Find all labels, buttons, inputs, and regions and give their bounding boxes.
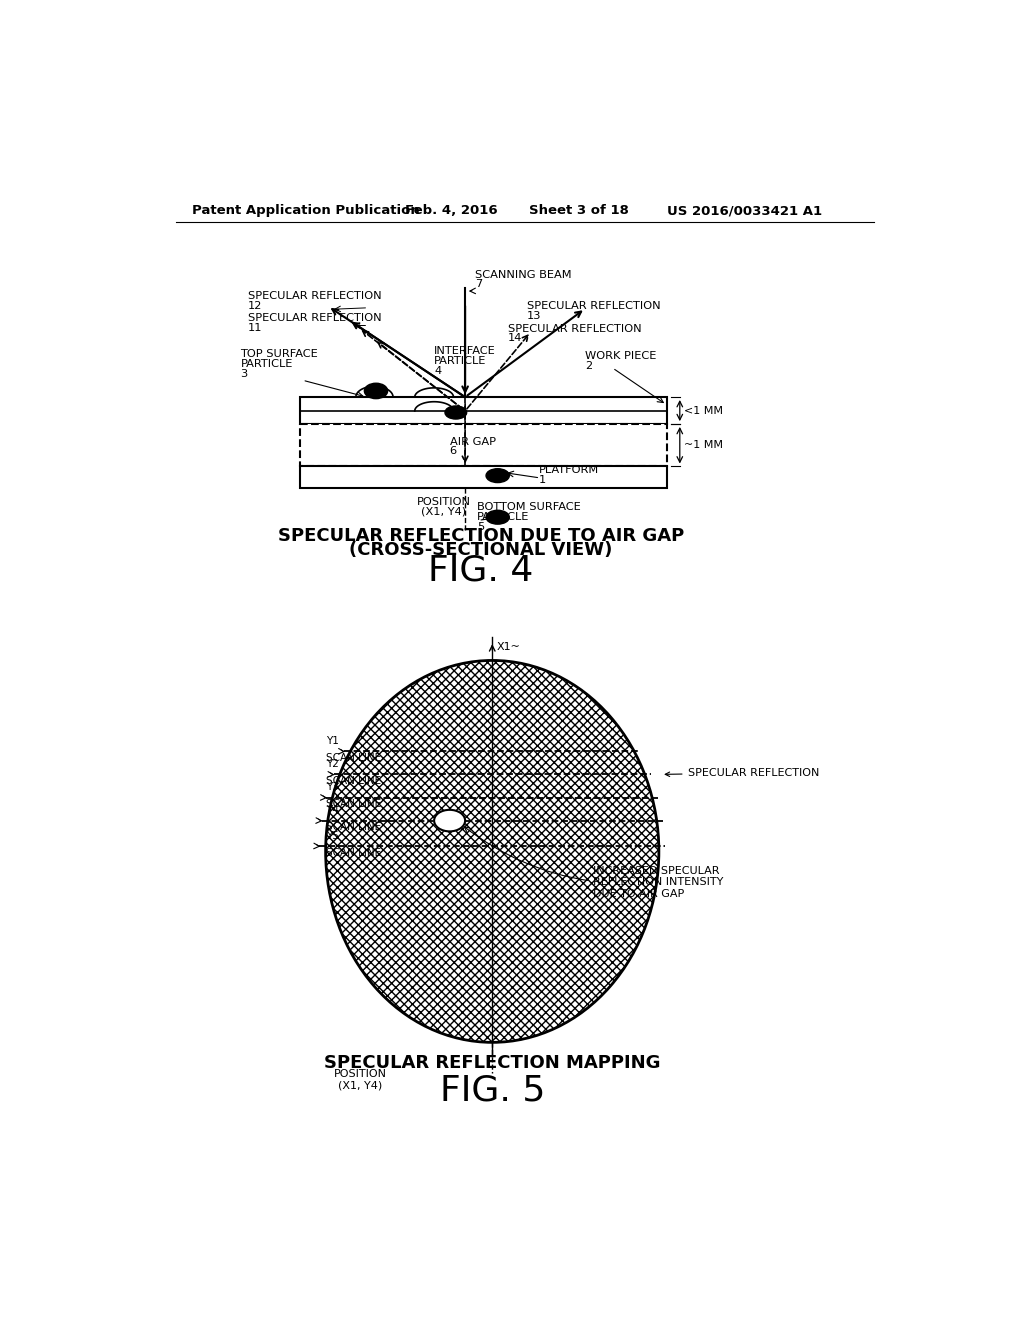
Text: POSITION
(X1, Y4): POSITION (X1, Y4)	[334, 1069, 387, 1090]
Text: FIG. 5: FIG. 5	[439, 1073, 545, 1107]
Text: 7: 7	[475, 280, 482, 289]
Text: 12: 12	[248, 301, 262, 312]
Text: 6: 6	[450, 446, 457, 455]
Text: 3: 3	[241, 370, 248, 379]
Text: 1: 1	[539, 475, 546, 484]
Text: X1~: X1~	[497, 642, 521, 652]
Text: 4: 4	[434, 366, 441, 376]
Text: SCANNING BEAM: SCANNING BEAM	[475, 271, 571, 280]
Text: Feb. 4, 2016: Feb. 4, 2016	[404, 205, 498, 218]
Text: SPECULAR REFLECTION: SPECULAR REFLECTION	[666, 768, 819, 777]
Text: 5: 5	[477, 523, 484, 532]
Text: PARTICLE: PARTICLE	[241, 359, 293, 370]
Text: SPECULAR REFLECTION DUE TO AIR GAP: SPECULAR REFLECTION DUE TO AIR GAP	[278, 527, 684, 545]
Text: SPECULAR REFLECTION MAPPING: SPECULAR REFLECTION MAPPING	[324, 1055, 660, 1072]
Text: Y1: Y1	[326, 737, 339, 746]
Text: WORK PIECE: WORK PIECE	[586, 351, 656, 360]
Text: SPECULAR REFLECTION: SPECULAR REFLECTION	[248, 313, 382, 323]
Text: AIR GAP: AIR GAP	[450, 437, 496, 446]
Text: PARTICLE: PARTICLE	[434, 356, 486, 366]
Ellipse shape	[434, 810, 465, 832]
Text: 11: 11	[248, 323, 262, 333]
Text: INTERFACE: INTERFACE	[434, 346, 496, 356]
Text: POSITION: POSITION	[417, 496, 470, 507]
Ellipse shape	[365, 383, 388, 399]
Ellipse shape	[486, 511, 509, 524]
Bar	[300, 424, 667, 466]
Text: Y5: Y5	[326, 830, 339, 841]
Text: TOP SURFACE: TOP SURFACE	[241, 348, 318, 359]
Text: (X1, Y4): (X1, Y4)	[421, 507, 466, 517]
Text: BOTTOM SURFACE: BOTTOM SURFACE	[477, 503, 581, 512]
Text: <1 MM: <1 MM	[684, 405, 723, 416]
Text: Y2: Y2	[326, 759, 339, 770]
Text: SPECULAR REFLECTION: SPECULAR REFLECTION	[527, 301, 660, 312]
Bar	[300, 397, 667, 424]
Text: PLATFORM: PLATFORM	[539, 465, 599, 475]
Text: (CROSS-SECTIONAL VIEW): (CROSS-SECTIONAL VIEW)	[349, 541, 612, 558]
Bar	[300, 466, 667, 488]
Text: SCAN LINE: SCAN LINE	[326, 752, 381, 763]
Text: PARTICLE: PARTICLE	[477, 512, 529, 523]
Text: 14: 14	[508, 333, 522, 343]
Text: Sheet 3 of 18: Sheet 3 of 18	[529, 205, 630, 218]
Text: SCAN LINE: SCAN LINE	[326, 776, 381, 785]
Text: Patent Application Publication: Patent Application Publication	[191, 205, 419, 218]
Text: 2: 2	[586, 360, 592, 371]
Text: ~1 MM: ~1 MM	[684, 441, 723, 450]
Text: SCAN LINE: SCAN LINE	[326, 847, 381, 858]
Ellipse shape	[326, 660, 658, 1043]
Text: SCAN LINE: SCAN LINE	[326, 799, 381, 809]
Text: 13: 13	[527, 312, 542, 321]
Ellipse shape	[445, 407, 467, 418]
Text: FIG. 4: FIG. 4	[428, 553, 534, 587]
Text: Y3: Y3	[326, 783, 339, 792]
Text: SPECULAR REFLECTION: SPECULAR REFLECTION	[248, 292, 382, 301]
Text: SCAN LINE: SCAN LINE	[326, 822, 381, 832]
Text: INCREASED SPECULAR
REFLECTION INTENSITY
DUE TO AIR GAP: INCREASED SPECULAR REFLECTION INTENSITY …	[465, 826, 723, 899]
Text: Y4: Y4	[326, 805, 339, 816]
Text: SPECULAR REFLECTION: SPECULAR REFLECTION	[508, 323, 641, 334]
Ellipse shape	[486, 469, 509, 483]
Text: US 2016/0033421 A1: US 2016/0033421 A1	[667, 205, 821, 218]
